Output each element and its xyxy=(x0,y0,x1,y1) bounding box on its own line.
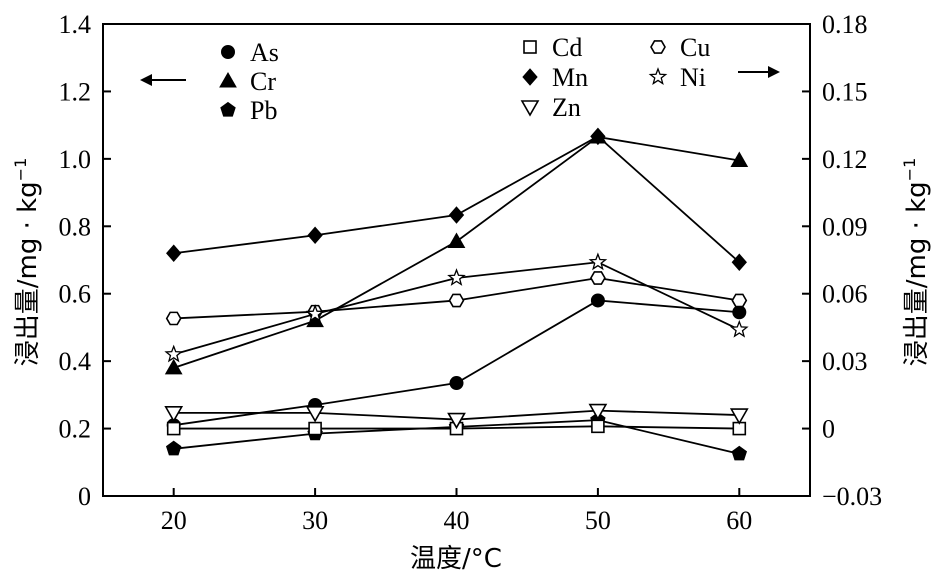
legend-label-mn: Mn xyxy=(552,63,588,92)
data-point-cr xyxy=(730,151,749,168)
svg-text:浸出量/mg · kg−1: 浸出量/mg · kg−1 xyxy=(11,158,43,367)
legend-marker-cd xyxy=(523,40,537,54)
legend-marker-pb xyxy=(220,101,236,117)
series-mn xyxy=(166,127,747,272)
data-point-pb xyxy=(731,445,748,461)
left-y-tick-label: 0.6 xyxy=(59,280,92,309)
data-point-cd xyxy=(308,421,322,436)
legend-label-cd: Cd xyxy=(552,33,582,62)
left-y-tick-label: 1.0 xyxy=(59,145,92,174)
data-point-zn xyxy=(588,403,608,421)
right-y-tick-label: 0.18 xyxy=(822,10,868,39)
left-y-tick-label: 1.4 xyxy=(59,10,92,39)
x-tick-label: 60 xyxy=(726,506,752,535)
right-y-axis-title-main: 浸出量/mg · kg xyxy=(902,181,932,366)
data-point-pb xyxy=(165,440,182,456)
data-point-mn xyxy=(166,244,182,263)
legend-label-zn: Zn xyxy=(552,93,581,122)
left-axis-arrow xyxy=(140,74,186,86)
legend-marker-mn xyxy=(522,68,538,86)
right-y-axis-title: 浸出量/mg · kg−1 xyxy=(900,158,932,367)
data-point-zn xyxy=(164,406,184,423)
x-axis-title: 温度/°C xyxy=(410,544,502,574)
legend-entry-pb: Pb xyxy=(220,96,277,125)
data-point-ni xyxy=(305,304,325,322)
legend-entry-cr: Cr xyxy=(219,67,276,96)
svg-text:浸出量/mg · kg−1: 浸出量/mg · kg−1 xyxy=(900,158,932,367)
right-y-axis-title-sup: −1 xyxy=(900,158,919,182)
right-y-tick-label: 0 xyxy=(822,415,835,444)
legend-label-ni: Ni xyxy=(680,63,706,92)
legend-entry-cu: Cu xyxy=(650,33,710,62)
legend-marker-ni xyxy=(648,67,668,85)
right-y-tick-label: −0.03 xyxy=(822,482,882,511)
right-y-tick-label: 0.03 xyxy=(822,347,868,376)
right-axis-arrow xyxy=(738,66,780,78)
legend-marker-cr xyxy=(219,71,237,88)
data-point-cu xyxy=(448,293,465,308)
legend-label-as: As xyxy=(250,38,279,67)
legend-entry-ni: Ni xyxy=(648,63,706,92)
legend-entry-as: As xyxy=(221,38,279,67)
left-y-tick-label: 0.2 xyxy=(59,415,92,444)
data-point-cr xyxy=(447,232,466,248)
data-point-as xyxy=(590,293,605,308)
legend-marker-as xyxy=(221,45,235,59)
data-point-zn xyxy=(729,408,749,425)
x-tick-label: 20 xyxy=(161,506,187,535)
data-point-cu xyxy=(165,311,182,326)
data-point-cd xyxy=(591,419,605,434)
series-line-as xyxy=(173,299,740,427)
data-point-zn xyxy=(447,412,466,430)
data-point-cu xyxy=(589,271,606,285)
series-line-cr xyxy=(173,135,740,369)
right-y-tick-label: 0.06 xyxy=(822,280,868,309)
legend-label-cu: Cu xyxy=(680,33,710,62)
data-point-zn xyxy=(305,406,325,423)
legend-entry-mn: Mn xyxy=(522,63,588,92)
data-point-cu xyxy=(731,293,748,308)
x-tick-label: 30 xyxy=(302,506,328,535)
data-point-mn xyxy=(731,253,747,272)
legend-marker-cu xyxy=(650,40,666,54)
right-y-tick-label: 0.12 xyxy=(822,145,868,174)
data-point-mn xyxy=(448,206,465,224)
left-y-axis-title-main: 浸出量/mg · kg xyxy=(13,181,43,366)
data-point-cd xyxy=(166,421,181,436)
data-point-as xyxy=(449,376,464,391)
data-point-mn xyxy=(590,127,606,146)
left-y-tick-label: 0.8 xyxy=(59,212,92,241)
legend-marker-zn xyxy=(520,100,540,117)
data-point-ni xyxy=(164,344,184,363)
legend-label-pb: Pb xyxy=(250,96,277,125)
legend-entry-cd: Cd xyxy=(523,33,582,62)
right-y-tick-label: 0.15 xyxy=(822,77,868,106)
data-point-ni xyxy=(729,319,749,338)
left-y-axis-title-sup: −1 xyxy=(11,158,30,182)
x-tick-label: 40 xyxy=(444,506,470,535)
series-cr xyxy=(164,127,749,375)
legend-label-cr: Cr xyxy=(250,67,276,96)
data-point-ni xyxy=(588,252,608,271)
series-ni xyxy=(164,252,749,363)
data-point-ni xyxy=(447,268,466,286)
left-y-axis-title: 浸出量/mg · kg−1 xyxy=(11,158,43,367)
left-y-tick-label: 0.4 xyxy=(59,347,92,376)
data-point-as xyxy=(732,305,747,320)
left-y-tick-label: 0 xyxy=(78,482,91,511)
legend-entry-zn: Zn xyxy=(520,93,581,122)
left-y-tick-label: 1.2 xyxy=(59,77,92,106)
right-y-tick-label: 0.09 xyxy=(822,212,868,241)
data-point-mn xyxy=(307,226,323,245)
data-point-cr xyxy=(164,358,183,375)
series-zn xyxy=(164,403,749,430)
x-tick-label: 50 xyxy=(585,506,611,535)
